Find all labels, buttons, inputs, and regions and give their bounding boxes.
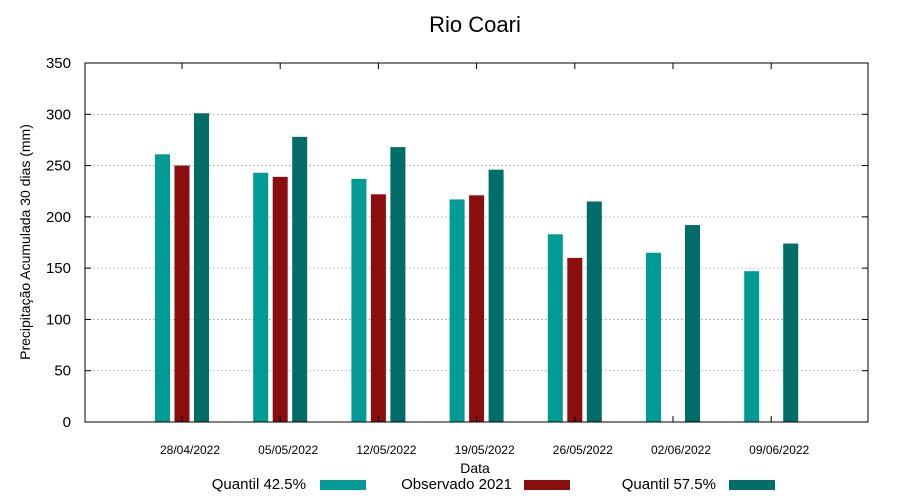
x-axis-label: Data — [460, 460, 490, 476]
bar-2-1 — [174, 165, 190, 423]
x-tick-label: 12/05/2022 — [356, 443, 416, 457]
bar-3-3 — [390, 147, 406, 422]
x-tick-label: 05/05/2022 — [258, 443, 318, 457]
bar-3-5 — [586, 201, 602, 422]
y-ticks: 0 50 100 150 200 250 300 350 — [46, 55, 868, 431]
x-tick-label: 09/06/2022 — [749, 443, 809, 457]
bar-2-5 — [567, 257, 583, 422]
bar-3-2 — [292, 136, 308, 422]
legend: Quantil 42.5% Observado 2021 Quantil 57.5% — [212, 476, 775, 493]
y-axis-label: Precipitação Acumulada 30 dias (mm) — [17, 124, 33, 360]
y-tick-label: 350 — [46, 55, 71, 72]
bar-3-7 — [783, 243, 799, 422]
y-tick-label: 0 — [63, 414, 71, 431]
bar-3-1 — [194, 113, 209, 422]
bar-1-7 — [744, 271, 760, 422]
bars-layer — [155, 113, 799, 423]
bar-3-4 — [488, 169, 504, 422]
x-tick-label: 26/05/2022 — [553, 443, 613, 457]
legend-label-2: Observado 2021 — [401, 476, 512, 493]
legend-swatch-2 — [524, 480, 570, 490]
y-tick-label: 150 — [46, 260, 71, 277]
legend-label-1: Quantil 42.5% — [212, 476, 306, 493]
bar-2-4 — [469, 195, 485, 422]
x-tick-label: 28/04/2022 — [160, 443, 220, 457]
legend-label-3: Quantil 57.5% — [622, 476, 716, 493]
legend-swatch-1 — [320, 480, 366, 490]
bar-2-3 — [370, 194, 386, 422]
y-tick-label: 250 — [46, 158, 71, 175]
y-tick-label: 100 — [46, 311, 71, 328]
bar-1-2 — [253, 172, 269, 422]
bar-1-6 — [646, 252, 661, 422]
y-tick-label: 200 — [46, 209, 71, 226]
bar-3-6 — [685, 225, 700, 422]
bar-1-4 — [449, 199, 465, 422]
x-tick-label: 02/06/2022 — [651, 443, 711, 457]
grid-layer — [85, 113, 868, 372]
bar-2-2 — [272, 176, 288, 422]
x-tick-label: 19/05/2022 — [455, 443, 515, 457]
bar-1-1 — [155, 154, 170, 422]
bar-1-5 — [547, 234, 563, 422]
y-tick-label: 50 — [54, 363, 71, 380]
legend-swatch-3 — [729, 480, 775, 490]
bar-1-3 — [351, 178, 367, 422]
y-tick-label: 300 — [46, 106, 71, 123]
chart-title: Rio Coari — [429, 12, 521, 37]
x-ticks: 28/04/2022 05/05/2022 12/05/2022 19/05/2022… — [160, 63, 810, 457]
